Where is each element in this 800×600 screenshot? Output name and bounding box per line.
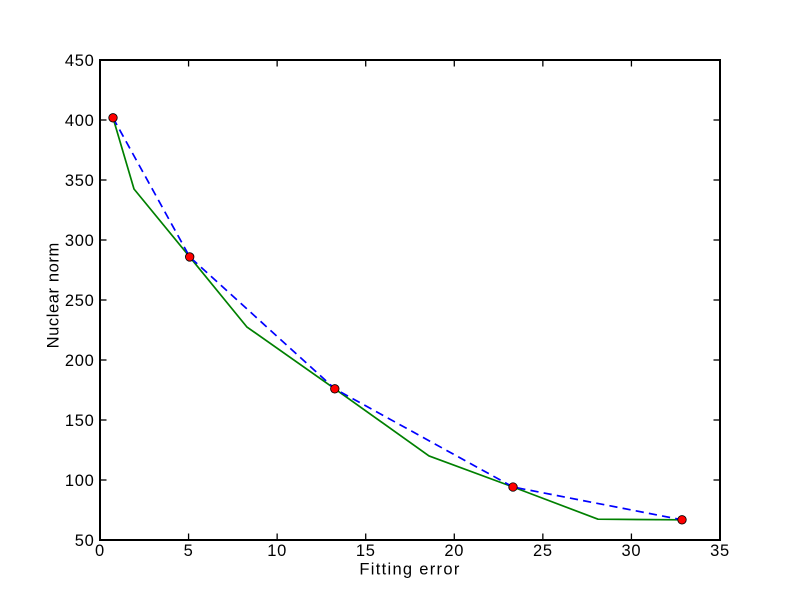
svg-text:5: 5 bbox=[184, 542, 194, 560]
svg-text:10: 10 bbox=[267, 542, 287, 560]
svg-text:250: 250 bbox=[65, 292, 95, 310]
svg-text:0: 0 bbox=[95, 542, 105, 560]
svg-text:150: 150 bbox=[65, 412, 95, 430]
svg-text:300: 300 bbox=[65, 232, 95, 250]
svg-text:450: 450 bbox=[65, 52, 95, 70]
svg-text:350: 350 bbox=[65, 172, 95, 190]
svg-text:30: 30 bbox=[622, 542, 642, 560]
svg-text:400: 400 bbox=[65, 112, 95, 130]
svg-text:Fitting error: Fitting error bbox=[359, 561, 460, 579]
svg-text:35: 35 bbox=[710, 542, 730, 560]
svg-text:15: 15 bbox=[356, 542, 376, 560]
svg-text:200: 200 bbox=[65, 352, 95, 370]
svg-text:25: 25 bbox=[533, 542, 553, 560]
svg-text:Nuclear norm: Nuclear norm bbox=[45, 242, 63, 348]
svg-text:100: 100 bbox=[65, 472, 95, 490]
svg-text:20: 20 bbox=[444, 542, 464, 560]
svg-text:50: 50 bbox=[75, 532, 95, 550]
